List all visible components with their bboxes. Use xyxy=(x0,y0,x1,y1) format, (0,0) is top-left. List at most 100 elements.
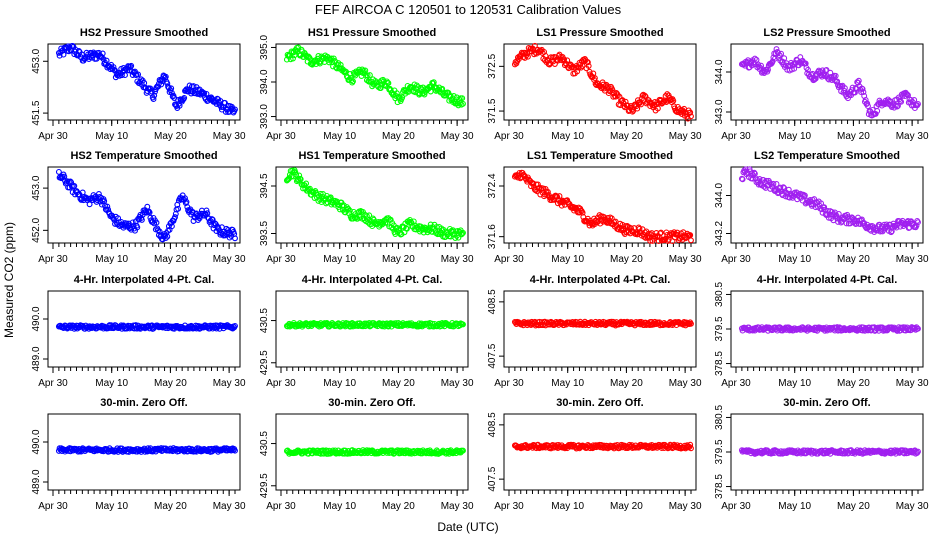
x-tick-label: May 10 xyxy=(778,131,811,142)
data-point xyxy=(460,100,466,107)
data-point xyxy=(893,224,900,231)
data-point xyxy=(387,87,394,94)
x-tick-label: May 20 xyxy=(154,378,187,389)
panel-grid: HS2 Pressure Smoothed 451.5 453.0 Apr 30 May… xyxy=(31,27,929,512)
x-tick-label: May 30 xyxy=(669,254,702,265)
data-point xyxy=(596,212,603,219)
y-tick-label: 453.0 xyxy=(31,175,42,200)
panel-title: 30-min. Zero Off. xyxy=(328,397,415,409)
data-point xyxy=(158,81,165,88)
plot-frame xyxy=(275,166,469,244)
data-point xyxy=(390,225,396,232)
data-series xyxy=(55,168,238,243)
data-point xyxy=(770,180,777,187)
x-tick-label: May 30 xyxy=(896,254,929,265)
panel-title: 30-min. Zero Off. xyxy=(556,397,643,409)
y-tick-label: 379.5 xyxy=(714,316,725,341)
data-point xyxy=(313,61,320,68)
data-point xyxy=(132,322,139,329)
data-point xyxy=(115,215,122,222)
data-series xyxy=(738,46,921,119)
data-point xyxy=(164,233,171,240)
plot-frame xyxy=(47,166,241,244)
x-tick-label: May 20 xyxy=(154,254,187,265)
data-series xyxy=(511,169,694,245)
data-point xyxy=(688,320,694,327)
data-point xyxy=(823,66,830,73)
chart-panel-1: HS2 Pressure Smoothed 451.5 453.0 Apr 30 May… xyxy=(31,27,246,142)
data-point xyxy=(460,229,466,236)
data-point xyxy=(169,93,176,100)
data-point xyxy=(758,62,765,69)
x-tick-label: May 20 xyxy=(837,131,870,142)
data-point xyxy=(142,208,149,215)
plot-frame xyxy=(503,43,697,121)
plot-frame xyxy=(47,290,241,368)
data-point xyxy=(915,101,921,107)
data-point xyxy=(688,445,694,452)
x-tick-label: May 30 xyxy=(896,501,929,512)
panel-title: LS1 Pressure Smoothed xyxy=(536,27,663,39)
data-point xyxy=(346,207,353,214)
data-point xyxy=(687,109,694,116)
data-point xyxy=(314,191,321,198)
x-tick-label: Apr 30 xyxy=(38,501,68,512)
data-point xyxy=(86,201,93,208)
plot-frame xyxy=(47,413,241,491)
data-point xyxy=(129,219,136,226)
data-point xyxy=(634,105,641,112)
y-tick-label: 430.5 xyxy=(259,308,270,333)
x-tick-label: May 10 xyxy=(778,254,811,265)
x-tick-label: May 20 xyxy=(837,501,870,512)
data-point xyxy=(110,64,117,71)
data-point xyxy=(459,230,466,237)
x-tick-label: May 20 xyxy=(610,131,643,142)
x-tick-label: May 20 xyxy=(837,378,870,389)
data-point xyxy=(654,105,661,112)
y-tick-label: 343.0 xyxy=(714,99,725,124)
y-tick-label: 371.6 xyxy=(487,224,498,249)
plot-frame xyxy=(730,166,924,244)
chart-panel-5: HS2 Temperature Smoothed 452.0 453.0 Apr 30… xyxy=(31,150,246,265)
data-point xyxy=(811,76,818,83)
y-tick-label: 407.5 xyxy=(487,466,498,491)
y-tick-label: 380.5 xyxy=(714,282,725,307)
data-point xyxy=(118,72,125,79)
x-tick-label: Apr 30 xyxy=(38,131,68,142)
x-tick-label: Apr 30 xyxy=(494,254,524,265)
y-tick-label: 429.5 xyxy=(259,350,270,375)
y-tick-label: 393.0 xyxy=(259,104,270,129)
data-point xyxy=(172,214,178,221)
data-point xyxy=(584,59,591,66)
data-point xyxy=(403,225,410,232)
x-tick-label: May 30 xyxy=(213,254,246,265)
data-series xyxy=(511,318,694,329)
panel-title: 4-Hr. Interpolated 4-Pt. Cal. xyxy=(302,274,443,286)
y-tick-label: 378.5 xyxy=(714,351,725,376)
data-point xyxy=(619,97,626,104)
y-tick-label: 395.0 xyxy=(259,35,270,60)
data-point xyxy=(841,85,848,92)
data-series xyxy=(283,44,466,109)
x-tick-label: May 20 xyxy=(382,378,415,389)
data-point xyxy=(118,322,125,329)
data-point xyxy=(776,52,783,59)
y-tick-label: 394.0 xyxy=(259,69,270,94)
chart-panel-7: LS1 Temperature Smoothed 371.6 372.4 Apr 30… xyxy=(487,150,702,265)
data-point xyxy=(99,50,106,57)
x-tick-label: May 30 xyxy=(669,131,702,142)
data-point xyxy=(292,169,299,176)
y-tick-label: 453.0 xyxy=(31,48,42,73)
panel-title: 30-min. Zero Off. xyxy=(100,397,187,409)
data-point xyxy=(203,207,210,214)
x-tick-label: May 30 xyxy=(213,378,246,389)
y-tick-label: 372.4 xyxy=(487,173,498,198)
data-point xyxy=(790,449,797,456)
y-tick-label: 489.0 xyxy=(31,469,42,494)
data-point xyxy=(859,85,866,92)
x-tick-label: May 30 xyxy=(213,131,246,142)
y-tick-label: 430.5 xyxy=(259,431,270,456)
data-point xyxy=(843,220,850,227)
data-point xyxy=(525,176,532,183)
data-series xyxy=(55,445,238,455)
